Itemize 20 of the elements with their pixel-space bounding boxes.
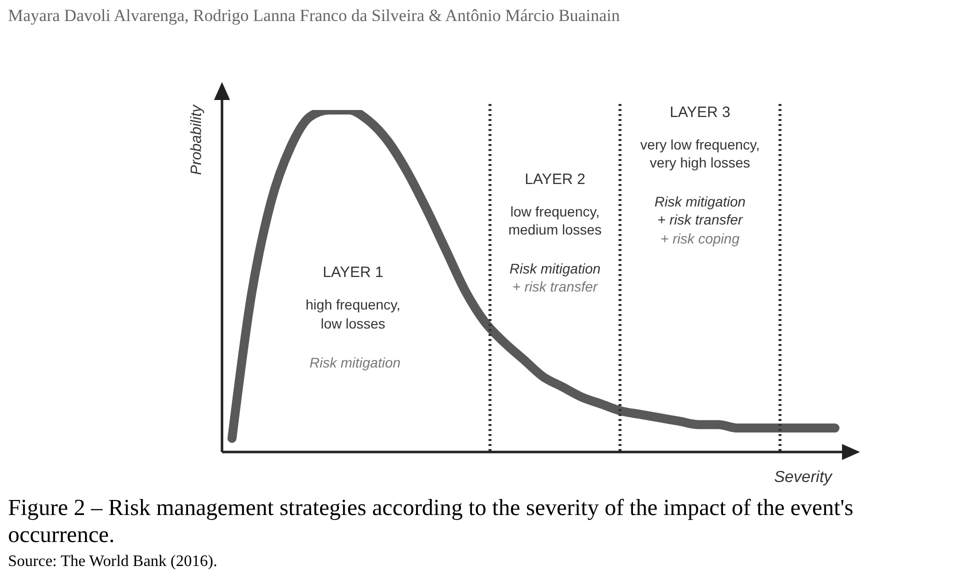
annotation: + risk transfer — [657, 212, 744, 228]
annotation: LAYER 3 — [670, 104, 730, 121]
annotation: very low frequency, — [640, 136, 760, 153]
annotation: Risk mitigation — [309, 354, 401, 371]
x-axis-title: Severity — [774, 469, 833, 486]
annotation: medium losses — [508, 222, 602, 238]
source-note: Source: The World Bank (2016). — [8, 553, 218, 571]
annotation: LAYER 1 — [322, 264, 384, 281]
text: Figure 2 – Risk management strategies according to the severity of the impact of the event's occurrence. — [8, 494, 854, 548]
annotation: low losses — [320, 316, 386, 332]
annotation: + risk coping — [660, 230, 740, 247]
annotation: + risk transfer — [512, 278, 599, 295]
text: Mayara Davoli Alvarenga, Rodrigo Lanna Franco da Silveira & Antônio Márcio Buainain — [8, 6, 620, 26]
y-axis-title: Probability — [188, 103, 205, 176]
annotation: Risk mitigation — [654, 194, 746, 210]
annotation: very high losses — [650, 154, 750, 171]
annotation: low frequency, — [510, 204, 600, 220]
annotation: high frequency, — [306, 296, 400, 313]
annotation: Risk mitigation — [509, 260, 601, 277]
annotation: LAYER 2 — [524, 170, 586, 188]
